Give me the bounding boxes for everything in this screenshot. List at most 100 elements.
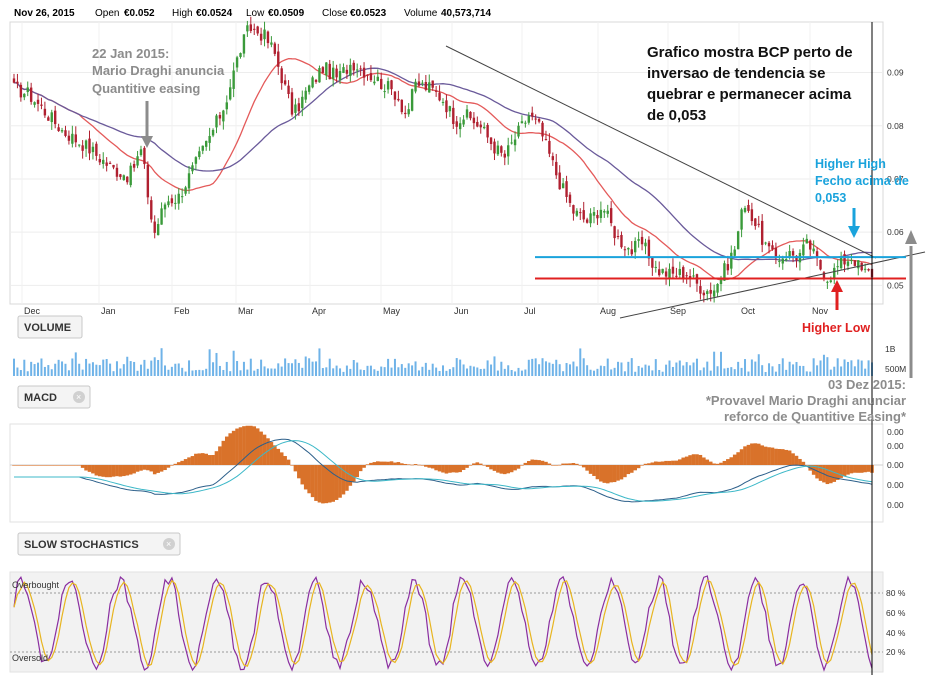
volume-bar xyxy=(57,359,60,376)
candle-body xyxy=(627,248,630,250)
candle-body xyxy=(283,80,287,85)
volume-title-button[interactable]: VOLUME xyxy=(17,315,83,339)
macd-histogram-bar xyxy=(578,465,583,466)
candle-body xyxy=(486,124,489,138)
macd-histogram-bar xyxy=(36,465,40,466)
candle-body xyxy=(702,292,706,296)
volume-bar xyxy=(369,365,372,376)
macd-tick-label: 0.00 xyxy=(887,480,904,490)
macd-histogram-bar xyxy=(94,465,99,476)
macd-histogram-bar xyxy=(22,465,27,466)
volume-bar xyxy=(867,360,870,376)
volume-bar xyxy=(610,369,613,376)
candle-body xyxy=(325,62,328,76)
candle-body xyxy=(534,118,537,120)
candle-body xyxy=(126,176,129,183)
macd-histogram-bar xyxy=(592,465,596,476)
candle-body xyxy=(688,276,692,279)
volume-bar xyxy=(383,367,386,376)
volume-bar xyxy=(490,364,493,376)
volume-bar xyxy=(16,367,19,376)
candle-body xyxy=(633,240,637,253)
macd-histogram-bar xyxy=(787,450,792,465)
candle-body xyxy=(434,90,438,92)
stoch-title-button[interactable]: SLOW STOCHASTICS × xyxy=(17,532,181,556)
candle-body xyxy=(750,209,754,222)
volume-bar xyxy=(411,365,414,376)
volume-bar xyxy=(555,359,558,376)
header-close-label: Close xyxy=(322,8,348,19)
candle-body xyxy=(301,96,304,109)
volume-bar xyxy=(644,364,647,376)
volume-bar xyxy=(115,361,118,376)
candle-body xyxy=(716,283,719,293)
macd-histogram-bar xyxy=(46,465,51,466)
macd-histogram-bar xyxy=(101,465,106,477)
volume-bar xyxy=(13,358,15,376)
oversold-label: Oversold xyxy=(12,653,48,663)
main-note-line-3: quebrar e permanecer acima xyxy=(647,86,852,103)
stoch-tick-label: 80 % xyxy=(886,588,906,598)
candle-body xyxy=(270,42,273,45)
volume-bar xyxy=(531,358,534,376)
volume-bar xyxy=(438,370,441,376)
candle-body xyxy=(867,269,870,271)
volume-bar xyxy=(407,363,410,376)
volume-bar xyxy=(85,358,88,376)
macd-histogram-bar xyxy=(142,465,147,470)
volume-bar xyxy=(222,369,225,376)
candle-body xyxy=(503,153,506,158)
candle-body xyxy=(771,245,774,250)
candle-body xyxy=(19,84,23,98)
volume-bar xyxy=(23,359,26,376)
candle-body xyxy=(630,249,633,255)
candle-body xyxy=(819,259,822,270)
candle-body xyxy=(640,236,644,245)
candle-body xyxy=(785,259,788,261)
candle-body xyxy=(421,82,424,84)
candle-body xyxy=(414,81,417,92)
candle-body xyxy=(119,174,122,178)
candle-body xyxy=(304,90,307,100)
macd-title-button[interactable]: MACD × xyxy=(17,385,91,409)
draghi-jan-line-2: Mario Draghi anuncia xyxy=(92,63,225,78)
candle-body xyxy=(256,26,259,34)
volume-bar xyxy=(723,368,726,376)
macd-histogram-bar xyxy=(478,463,483,465)
main-note: Grafico mostra BCP perto de inversao de … xyxy=(647,44,853,124)
candle-body xyxy=(719,280,723,285)
candle-body xyxy=(314,79,318,82)
volume-bar xyxy=(778,364,781,376)
candle-body xyxy=(754,218,757,227)
candle-body xyxy=(489,137,493,144)
dec-note-annotation: 03 Dez 2015: *Provavel Mario Draghi anun… xyxy=(706,230,917,424)
volume-bar xyxy=(768,363,771,376)
macd-histogram-bar xyxy=(664,460,668,465)
macd-histogram-bar xyxy=(688,455,692,465)
volume-bar xyxy=(665,364,668,376)
volume-bar xyxy=(273,368,276,376)
candle-body xyxy=(815,251,819,259)
stoch-close-x: × xyxy=(166,539,171,549)
macd-histogram-bar xyxy=(400,463,404,465)
volume-bar xyxy=(826,357,829,376)
header-high-value: €0.0524 xyxy=(196,8,233,19)
volume-bar xyxy=(459,359,462,376)
candle-body xyxy=(369,73,373,81)
stoch-close-icon[interactable] xyxy=(163,538,175,550)
macd-histogram-bar xyxy=(276,448,281,465)
volume-bar xyxy=(678,360,681,376)
macd-histogram-bar xyxy=(849,465,854,474)
candle-body xyxy=(180,196,184,198)
macd-histogram-bar xyxy=(269,442,274,465)
candle-body xyxy=(826,281,829,283)
macd-histogram-bar xyxy=(657,461,662,465)
macd-close-icon[interactable] xyxy=(73,391,85,403)
volume-bar xyxy=(280,366,283,376)
volume-bar xyxy=(167,369,170,376)
macd-histogram-bar xyxy=(499,465,504,474)
candle-body xyxy=(764,242,767,244)
candle-body xyxy=(589,213,592,224)
volume-bar xyxy=(184,371,187,376)
macd-histogram-bar xyxy=(609,465,613,483)
